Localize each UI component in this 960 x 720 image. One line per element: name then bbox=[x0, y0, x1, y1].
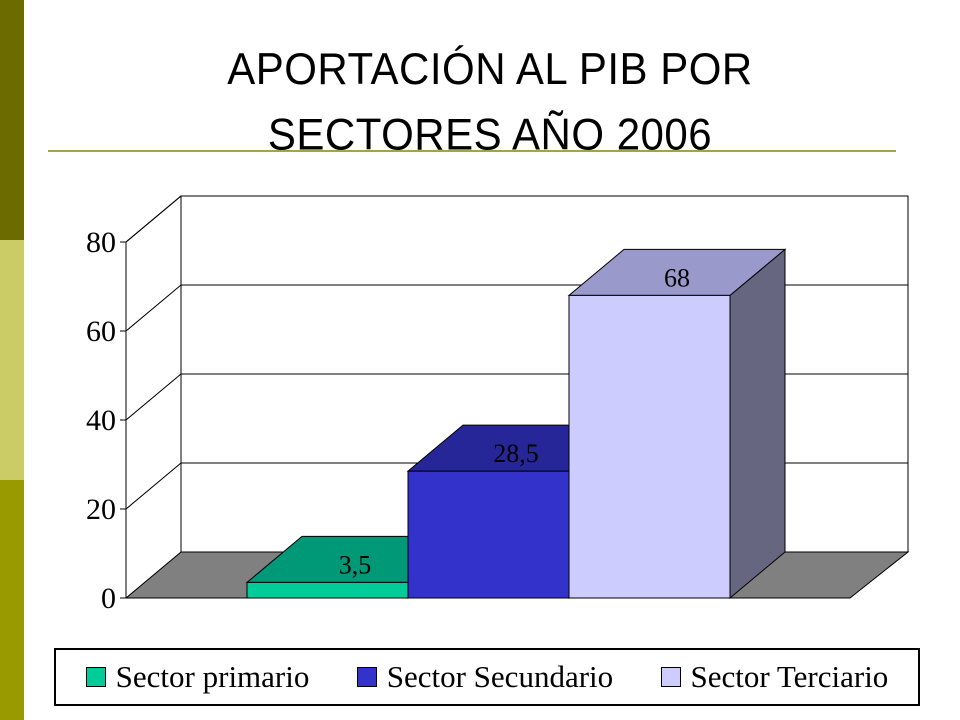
title-line-1: APORTACIÓN AL PIB POR bbox=[227, 44, 753, 94]
legend-item-primario: Sector primario bbox=[85, 659, 310, 695]
gridline-diagonal-60 bbox=[125, 284, 182, 332]
bar-front-2 bbox=[568, 294, 731, 599]
gridline-diagonal-80 bbox=[125, 195, 182, 243]
y-tick-label-20: 20 bbox=[86, 493, 116, 526]
data-label-1: 28,5 bbox=[493, 439, 539, 468]
bar-front-0 bbox=[246, 581, 409, 599]
gridline-diagonal-20 bbox=[125, 462, 182, 510]
y-tick-label-60: 60 bbox=[86, 315, 116, 348]
legend-label-secundario: Sector Secundario bbox=[386, 659, 614, 694]
legend-swatch-terciario bbox=[660, 667, 681, 687]
side-bar-middle bbox=[0, 240, 24, 480]
y-tick-label-0: 0 bbox=[101, 582, 116, 615]
legend-label-primario: Sector primario bbox=[115, 659, 310, 694]
legend-item-terciario: Sector Terciario bbox=[660, 659, 889, 695]
bar-side-2 bbox=[729, 248, 786, 600]
data-label-2: 68 bbox=[664, 263, 690, 292]
chart-legend: Sector primario Sector Secundario Sector… bbox=[54, 648, 920, 706]
y-tick-label-40: 40 bbox=[86, 404, 116, 437]
side-bar-bottom bbox=[0, 480, 24, 720]
legend-swatch-primario bbox=[85, 667, 106, 687]
side-bar-top bbox=[0, 0, 24, 240]
y-tick-label-80: 80 bbox=[86, 226, 116, 259]
legend-item-secundario: Sector Secundario bbox=[356, 659, 614, 695]
title-underline bbox=[48, 150, 896, 152]
legend-swatch-secundario bbox=[356, 667, 377, 687]
data-label-0: 3,5 bbox=[339, 550, 372, 579]
bar-front-1 bbox=[407, 470, 570, 599]
gridline-diagonal-40 bbox=[125, 373, 182, 421]
legend-label-terciario: Sector Terciario bbox=[690, 659, 889, 694]
